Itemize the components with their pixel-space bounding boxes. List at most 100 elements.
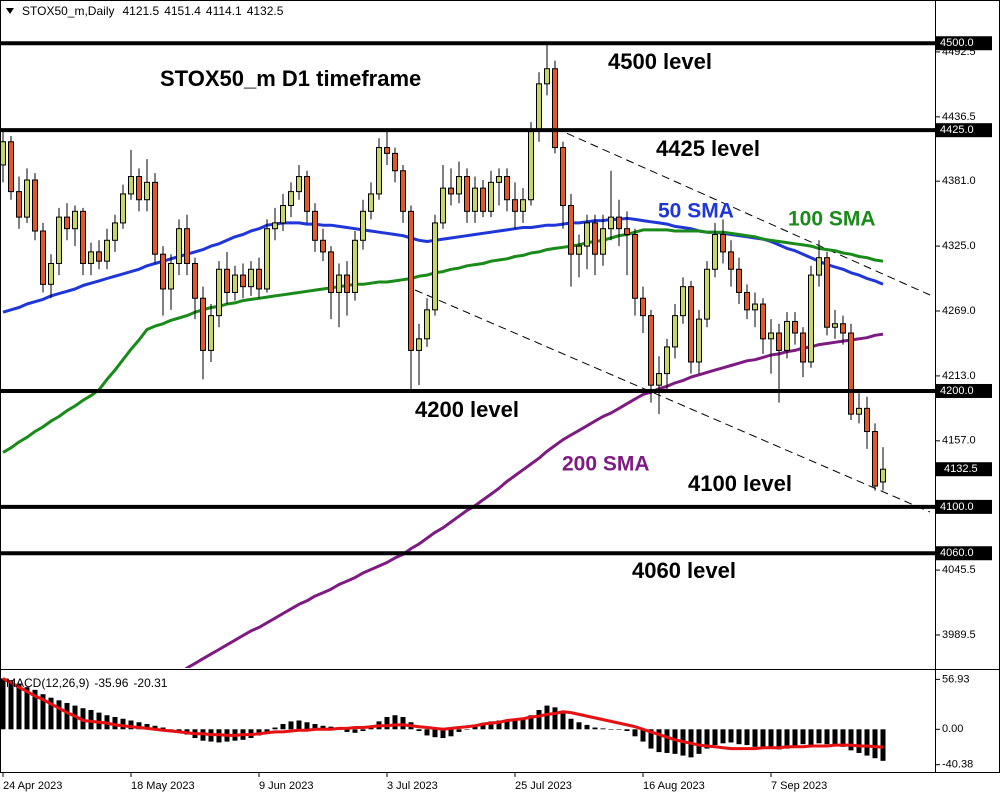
symbol: STOX50_m,Daily — [22, 4, 114, 18]
candle-body — [624, 228, 630, 235]
candle-body — [376, 147, 382, 195]
macd-bar — [736, 729, 742, 745]
price-box — [936, 462, 992, 477]
candle-body — [264, 228, 270, 290]
macd-bar — [744, 729, 750, 746]
candle-body — [656, 373, 662, 386]
candle-body — [392, 152, 398, 172]
macd-bar — [808, 729, 814, 746]
candle-body — [880, 468, 886, 483]
macd-bar — [840, 729, 846, 747]
candle-body — [440, 187, 446, 224]
level-annotation: 4500 level — [608, 49, 712, 74]
y-tick-label: 3989.5 — [942, 629, 976, 641]
macd-bar — [424, 729, 430, 736]
candle-body — [240, 274, 246, 288]
y-tick-label: -40.38 — [942, 759, 973, 771]
candle-body — [560, 147, 566, 207]
candle-body — [720, 234, 726, 253]
candle-body — [272, 222, 278, 230]
candle-body — [872, 431, 878, 487]
trendline-upper — [554, 127, 931, 296]
macd-bar — [64, 702, 70, 730]
macd-bar — [384, 717, 390, 730]
candle-body — [64, 216, 70, 230]
candle-body — [136, 176, 142, 201]
candle-body — [752, 303, 758, 311]
candle-body — [368, 193, 374, 212]
candle-body — [464, 176, 470, 212]
macd-bar — [344, 729, 350, 732]
candle-body — [480, 187, 486, 212]
candle-body — [24, 179, 30, 218]
macd-bar — [296, 720, 302, 730]
macd-bar — [752, 729, 758, 747]
macd-bar — [320, 725, 326, 730]
macd-bar — [432, 729, 438, 738]
candle-body — [488, 181, 494, 212]
level-label: 4425.0 — [940, 124, 974, 136]
macd-bar — [648, 729, 654, 749]
macd-title: MACD(12,26,9) — [6, 676, 89, 690]
macd-bar — [520, 718, 526, 730]
series-label: 100 SMA — [788, 208, 876, 231]
candle-body — [504, 176, 510, 201]
candle-body — [800, 332, 806, 363]
macd-bar — [728, 729, 734, 743]
high-value: 4151.4 — [164, 4, 201, 18]
macd-bar — [664, 729, 670, 753]
candle-body — [424, 309, 430, 340]
candle-body — [448, 187, 454, 195]
level-box — [936, 383, 992, 398]
macd-bar — [416, 729, 422, 732]
macd-bar — [48, 697, 54, 730]
candle-body — [160, 253, 166, 290]
macd-bar — [552, 707, 558, 730]
candle-body — [776, 332, 782, 351]
header-arrow — [6, 8, 14, 14]
y-tick-label: 4325.0 — [942, 240, 976, 252]
macd-bar — [768, 729, 774, 749]
candle-body — [40, 230, 46, 285]
candle-body — [216, 268, 222, 317]
x-tick-label: 9 Jun 2023 — [259, 780, 313, 792]
macd-bar — [456, 729, 462, 732]
x-tick-label: 3 Jul 2023 — [387, 780, 438, 792]
candle-body — [344, 274, 350, 293]
candle-body — [856, 407, 862, 415]
macd-bar — [160, 727, 166, 730]
macd-bar — [112, 717, 118, 730]
macd-bar — [24, 687, 30, 730]
macd-bar — [472, 725, 478, 730]
candle-body — [520, 199, 526, 212]
candle-body — [816, 257, 822, 276]
macd-bar — [800, 729, 806, 745]
y-tick-label: 0.00 — [942, 723, 963, 735]
candle-body — [248, 268, 254, 288]
level-box — [936, 499, 992, 514]
candle-body — [32, 179, 38, 232]
sma-line — [184, 332, 884, 668]
candle-body — [768, 332, 774, 340]
candle-body — [552, 68, 558, 149]
macd-bar — [872, 729, 878, 759]
macd-bar — [496, 720, 502, 730]
candle-body — [232, 274, 238, 293]
axes: 4492.54436.54381.04325.04269.04213.04157… — [2, 46, 976, 792]
main-plot — [0, 43, 886, 668]
candle-body — [128, 176, 134, 195]
macd-bar — [608, 729, 614, 730]
candle-body — [280, 205, 286, 224]
macd-bar — [712, 729, 718, 746]
macd-bar — [280, 724, 286, 730]
macd-bar — [584, 724, 590, 730]
macd-bar — [792, 729, 798, 746]
candle-body — [200, 297, 206, 351]
macd-bar — [592, 727, 598, 730]
candle-body — [648, 315, 654, 386]
macd-bar — [616, 729, 622, 730]
candle-body — [288, 191, 294, 207]
close-value: 4132.5 — [247, 4, 284, 18]
level-annotation: 4060 level — [632, 558, 736, 583]
